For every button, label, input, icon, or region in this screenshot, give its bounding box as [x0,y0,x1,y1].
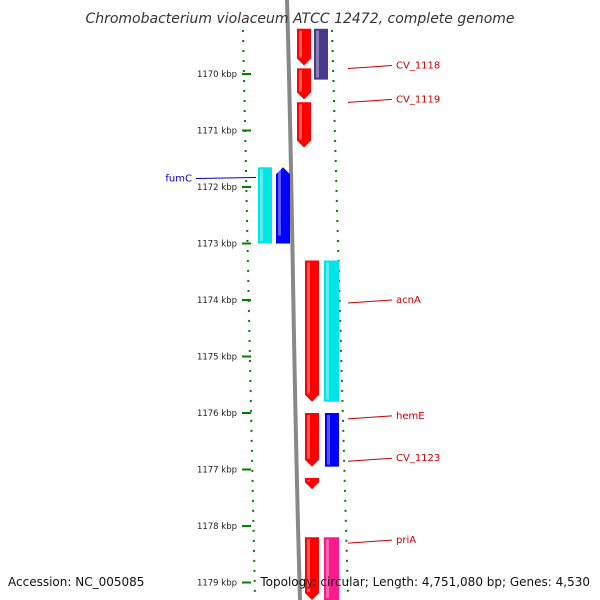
feature-highlight [307,479,310,482]
feature-highlight [299,70,302,92]
feature-highlight [307,415,310,459]
tick-label: 1172 kbp [197,183,237,193]
feature-9 [325,413,339,467]
gene-label-text: priA [396,535,416,546]
genome-backbone [285,0,302,600]
gene-label-3: acnA [347,295,421,306]
feature-5 [276,167,290,244]
leader-line [347,98,393,103]
feature-body [258,167,272,244]
feature-highlight [278,169,281,236]
feature-highlight [307,262,310,394]
gene-label-4: hemE [347,411,425,422]
feature-highlight [316,30,319,78]
tick-label: 1178 kbp [197,522,237,532]
dotted-guide-left [242,29,256,599]
tick-label: 1173 kbp [197,240,237,250]
feature-body [305,413,319,467]
tick-label: 1170 kbp [197,70,237,80]
feature-body [324,260,339,402]
feature-2 [297,68,311,100]
feature-7 [324,260,339,402]
feature-8 [305,413,319,467]
gene-label-2: fumC [165,174,257,185]
gene-label-6: priA [347,535,416,546]
accession-text: Accession: NC_005085 [8,575,144,589]
gene-label-text: CV_1123 [396,453,440,464]
feature-highlight [307,539,310,592]
feature-12 [324,537,339,600]
feature-body [314,28,328,80]
feature-body [305,477,319,490]
tick-label: 1177 kbp [197,466,237,476]
gene-label-text: hemE [396,411,425,422]
leader-line [347,539,393,544]
feature-body [297,28,311,66]
feature-body [297,102,311,148]
feature-1 [314,28,328,80]
leader-line [347,415,393,420]
feature-body [324,537,339,600]
tick-label: 1176 kbp [197,409,237,419]
feature-10 [305,477,319,490]
feature-highlight [299,104,302,140]
gene-label-5: CV_1123 [347,453,440,464]
tick-label: 1175 kbp [197,353,237,363]
feature-highlight [327,415,330,465]
tick-label: 1179 kbp [197,579,237,589]
feature-highlight [299,30,302,58]
gene-label-text: CV_1118 [396,61,440,72]
feature-layer [258,28,339,600]
feature-body [305,260,319,402]
feature-6 [305,260,319,402]
feature-body [305,537,319,600]
tick-layer: 1170 kbp 1171 kbp 1172 kbp 1173 kbp 1174 kbp… [197,70,251,589]
tick-label: 1171 kbp [197,127,237,137]
gene-label-text: acnA [396,295,421,306]
backbone-layer [285,0,302,600]
feature-highlight [326,539,329,598]
gene-label-0: CV_1118 [347,61,440,72]
feature-highlight [326,262,329,400]
leader-line [195,177,257,180]
feature-body [276,167,290,244]
feature-highlight [260,169,263,242]
gene-label-text: CV_1119 [396,94,440,105]
tick-label: 1174 kbp [197,296,237,306]
label-layer: CV_1118 CV_1119 fumC acnA hemE CV_1123 priA [165,61,440,547]
feature-4 [258,167,272,244]
gene-label-text: fumC [165,174,192,185]
leader-line [347,299,393,304]
feature-0 [297,28,311,66]
leader-line [347,65,393,70]
feature-11 [305,537,319,600]
leader-line [347,457,393,462]
topology-text: Topology: circular; Length: 4,751,080 bp… [259,575,590,589]
genome-title: Chromobacterium violaceum ATCC 12472, co… [85,11,514,27]
feature-3 [297,102,311,148]
gene-label-1: CV_1119 [347,94,440,105]
feature-body [297,68,311,100]
feature-body [325,413,339,467]
